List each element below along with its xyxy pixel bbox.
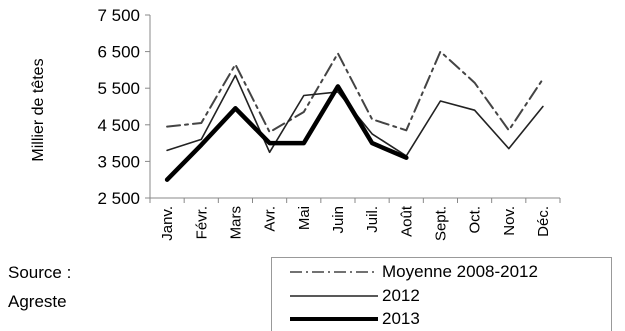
legend-item-moyenne: Moyenne 2008-2012 (290, 261, 538, 283)
axes (145, 14, 561, 203)
legend-label-moyenne: Moyenne 2008-2012 (382, 262, 538, 281)
y-tick-label: 3 500 (97, 152, 140, 171)
series-line-2 (164, 84, 409, 182)
source-label: Source : (8, 263, 72, 282)
x-tick-label: Déc. (535, 206, 552, 237)
x-tick-label: Août (398, 205, 415, 237)
legend-swatch-2012 (290, 295, 378, 297)
x-tick-label: Mars (227, 206, 244, 239)
x-tick-label: Janv. (159, 206, 176, 241)
series-line-0 (166, 50, 544, 134)
x-tick-label: Févr. (193, 206, 210, 239)
y-tick-label: 4 500 (97, 116, 140, 135)
series-lines (164, 50, 544, 182)
y-tick-label: 7 500 (97, 6, 140, 25)
legend-item-2013: 2013 (290, 308, 420, 330)
legend-swatch-2013 (290, 317, 378, 321)
legend: Moyenne 2008-2012 2012 2013 (271, 257, 612, 331)
legend-item-2012: 2012 (290, 285, 420, 307)
y-tick-label: 2 500 (97, 189, 140, 208)
x-tick-label: Oct. (467, 206, 484, 234)
x-tick-label: Nov. (501, 206, 518, 236)
source-name: Agreste (8, 292, 67, 311)
y-tick-label: 5 500 (97, 79, 140, 98)
y-tick-label: 6 500 (97, 43, 140, 62)
x-tick-label: Juin (330, 206, 347, 234)
y-tick-labels: 2 500 3 500 4 500 5 500 6 500 7 500 (97, 6, 140, 208)
x-tick-label: Mai (296, 206, 313, 230)
x-tick-labels: Janv. Févr. Mars Avr. Mai Juin Juil. Août Sept. O… (159, 205, 552, 241)
legend-label-2012: 2012 (382, 286, 420, 305)
legend-swatch-moyenne (290, 271, 378, 273)
x-tick-label: Avr. (262, 206, 279, 232)
x-tick-label: Sept. (432, 206, 449, 241)
y-axis-label: Millier de têtes (30, 58, 47, 161)
x-tick-label: Juil. (364, 206, 381, 233)
legend-label-2013: 2013 (382, 309, 420, 328)
